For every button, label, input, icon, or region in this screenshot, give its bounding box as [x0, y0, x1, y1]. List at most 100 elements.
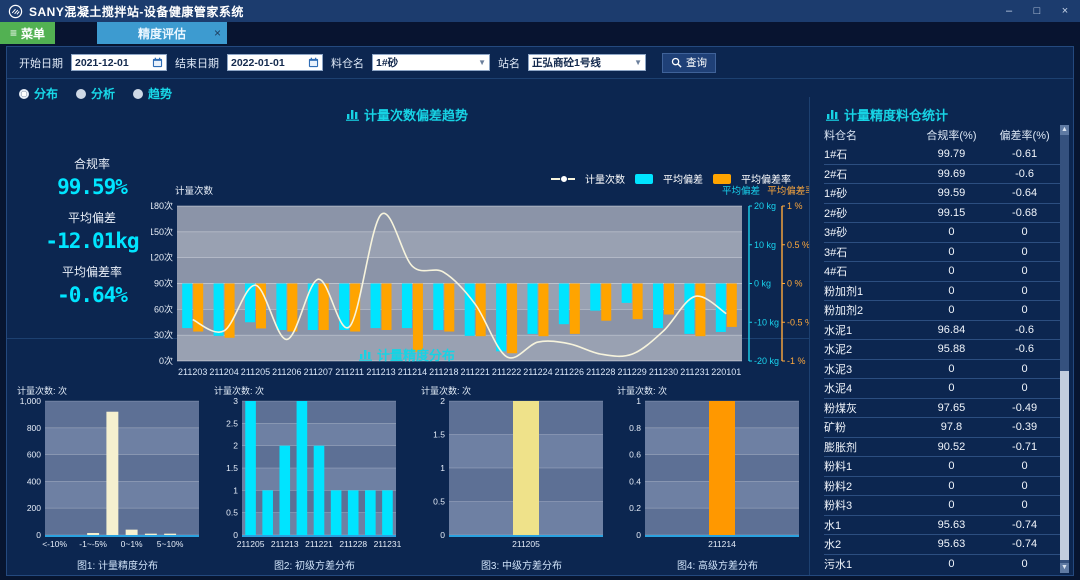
table-row[interactable]: 1#砂 99.59 -0.64	[824, 184, 1060, 204]
svg-text:200: 200	[27, 503, 41, 513]
table-cell: -0.61	[1012, 148, 1038, 161]
table-cell: 水泥3	[824, 363, 853, 376]
svg-text:计量次数: 计量次数	[175, 185, 214, 197]
svg-text:211205: 211205	[237, 539, 265, 549]
scroll-up-icon[interactable]: ▲	[1060, 125, 1069, 135]
table-row[interactable]: 膨胀剂 90.52 -0.71	[824, 438, 1060, 457]
tab-precision-evaluation[interactable]: 精度评估 ×	[97, 22, 228, 44]
table-cell: -0.74	[1012, 538, 1038, 551]
main-content: 开始日期 2021-12-01 结束日期 2022-01-01 料仓名 1#砂 …	[6, 46, 1074, 576]
radio-dot[interactable]	[76, 88, 87, 99]
legend-orange-swatch	[713, 173, 731, 184]
table-cell: 0	[1021, 460, 1028, 473]
col-header-compliance: 合规率(%)	[926, 130, 977, 142]
col-header-bin: 料仓名	[824, 130, 857, 142]
legend-deviation-label[interactable]: 平均偏差	[663, 175, 703, 186]
svg-text:211214: 211214	[398, 367, 427, 377]
station-select[interactable]: 正弘商砼1号线 ▼	[528, 54, 646, 71]
table-cell: -0.74	[1012, 518, 1038, 531]
table-row[interactable]: 1#石 99.79 -0.61	[824, 145, 1060, 165]
svg-text:400: 400	[27, 476, 41, 486]
chevron-down-icon: ▼	[634, 58, 642, 67]
mini-chart-cell-4: 计量次数: 次 0 0.2 0.4 0.6 0.8 1 211214 图4: 高级方差分布	[615, 385, 805, 573]
svg-text:211228: 211228	[339, 539, 367, 549]
table-row[interactable]: 粉料2 0 0	[824, 477, 1060, 496]
radio-label: 趋势	[148, 87, 173, 101]
svg-text:211203: 211203	[178, 367, 207, 377]
window-titlebar: SANY混凝土搅拌站-设备健康管家系统 – □ ×	[0, 0, 1080, 22]
distribution-section: 计量精度分布 计量次数: 次 0 200 400 600 800 1,000 <-10% -1~…	[7, 339, 809, 575]
table-row[interactable]: 水泥2 95.88 -0.6	[824, 340, 1060, 360]
table-row[interactable]: 矿粉 97.8 -0.39	[824, 418, 1060, 438]
menu-button[interactable]: ≡ 菜单	[0, 22, 56, 44]
svg-text:211230: 211230	[649, 367, 678, 377]
hamburger-icon: ≡	[10, 26, 18, 40]
scrollbar-thumb[interactable]	[1060, 371, 1069, 560]
legend-deviation-rate-label[interactable]: 平均偏差率	[741, 175, 791, 186]
radio-趋势[interactable]: 趋势	[133, 85, 172, 102]
table-row[interactable]: 粉料1 0 0	[824, 457, 1060, 477]
mini-chart-cell-1: 计量次数: 次 0 200 400 600 800 1,000 <-10% -1~-5% 0~1%…	[15, 385, 205, 573]
bin-statistics-section: 计量精度料仓统计 料仓名 合规率(%) 偏差率(%) 1#石 99.79 -0.61…	[809, 97, 1073, 575]
maximize-button[interactable]: □	[1033, 5, 1041, 17]
table-row[interactable]: 水泥3 0 0	[824, 360, 1060, 379]
svg-text:0.8: 0.8	[629, 423, 641, 433]
svg-text:计量次数: 次: 计量次数: 次	[214, 385, 264, 396]
radio-分布[interactable]: 分布	[19, 85, 58, 102]
scroll-down-icon[interactable]: ▼	[1060, 563, 1069, 573]
table-row[interactable]: 污水1 0 0	[824, 555, 1060, 574]
close-button[interactable]: ×	[1061, 5, 1069, 17]
bin-name-select[interactable]: 1#砂 ▼	[372, 54, 490, 71]
table-row[interactable]: 水2 95.63 -0.74	[824, 535, 1060, 555]
legend-count-label[interactable]: 计量次数	[585, 175, 625, 186]
table-row[interactable]: 2#砂 99.15 -0.68	[824, 204, 1060, 223]
table-cell: 0	[1021, 245, 1028, 258]
table-scrollbar[interactable]: ▲ ▼	[1060, 125, 1069, 573]
svg-text:-10 kg: -10 kg	[754, 317, 779, 327]
table-row[interactable]: 3#石 0 0	[824, 243, 1060, 262]
start-date-input[interactable]: 2021-12-01	[71, 54, 167, 71]
table-cell: 粉加剂1	[824, 285, 864, 298]
table-row[interactable]: 4#石 0 0	[824, 262, 1060, 282]
table-row[interactable]: 水泥4 0 0	[824, 379, 1060, 399]
table-row[interactable]: 2#石 99.69 -0.6	[824, 165, 1060, 184]
table-row[interactable]: 3#砂 0 0	[824, 223, 1060, 243]
svg-text:211224: 211224	[523, 367, 552, 377]
table-row[interactable]: 水泥1 96.84 -0.6	[824, 321, 1060, 340]
table-row[interactable]: 粉煤灰 97.65 -0.49	[824, 399, 1060, 418]
svg-text:211213: 211213	[271, 539, 299, 549]
table-row[interactable]: 粉料3 0 0	[824, 496, 1060, 516]
table-cell: 0	[948, 499, 955, 512]
stat-compliance: 合规率 99.59%	[57, 157, 128, 199]
table-cell: -0.71	[1012, 440, 1038, 453]
minimize-button[interactable]: –	[1005, 5, 1013, 17]
radio-dot[interactable]	[19, 88, 29, 99]
end-date-input[interactable]: 2022-01-01	[227, 54, 323, 71]
radio-分析[interactable]: 分析	[76, 85, 115, 102]
start-date-label: 开始日期	[19, 57, 63, 70]
svg-text:120次: 120次	[151, 252, 173, 263]
svg-text:0.5: 0.5	[226, 508, 238, 518]
radio-label: 分布	[34, 87, 59, 101]
table-row[interactable]: 粉加剂1 0 0	[824, 282, 1060, 301]
bar-chart-icon	[358, 349, 372, 361]
table-cell: 0	[948, 265, 955, 278]
table-cell: 矿粉	[824, 422, 846, 435]
table-cell: 2#石	[824, 168, 848, 181]
table-title: 计量精度料仓统计	[844, 108, 949, 123]
radio-dot[interactable]	[133, 88, 144, 99]
svg-text:0 kg: 0 kg	[754, 279, 771, 289]
svg-text:平均偏差率: 平均偏差率	[767, 185, 809, 197]
table-cell: 1#石	[824, 149, 848, 162]
svg-text:0.6: 0.6	[629, 450, 641, 460]
table-cell: 0	[948, 557, 955, 570]
query-button[interactable]: 查询	[662, 52, 716, 73]
svg-text:-1 %: -1 %	[787, 356, 806, 366]
tab-close-icon[interactable]: ×	[214, 26, 222, 40]
table-row[interactable]: 水1 95.63 -0.74	[824, 516, 1060, 535]
calendar-icon[interactable]	[152, 57, 163, 68]
calendar-icon[interactable]	[308, 57, 319, 68]
table-row[interactable]: 粉加剂2 0 0	[824, 301, 1060, 321]
svg-text:0.5: 0.5	[433, 497, 445, 507]
